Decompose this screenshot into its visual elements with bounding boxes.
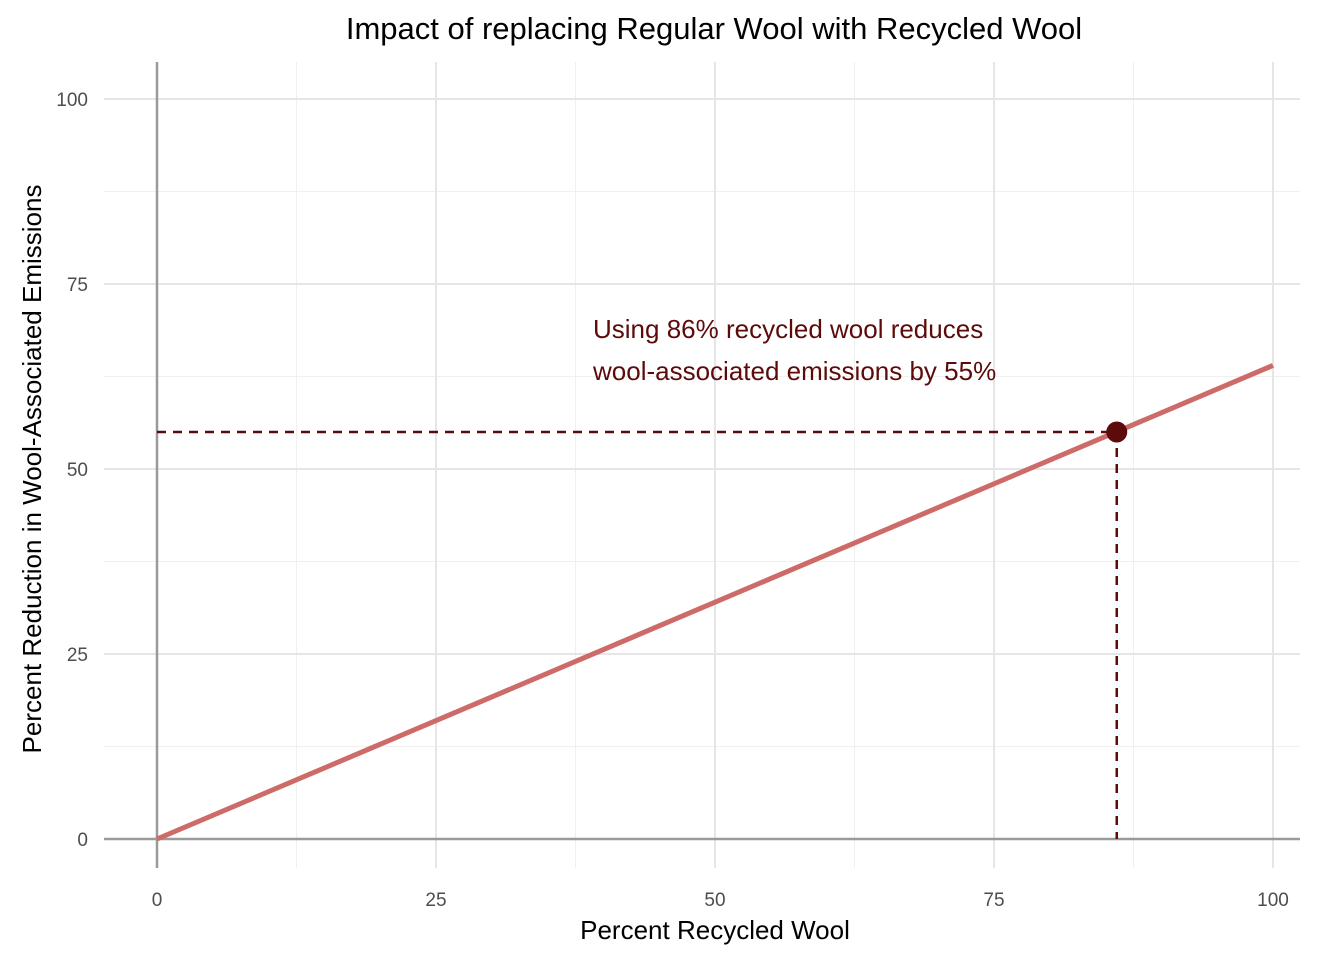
highlight-point [1106,421,1128,443]
x-tick-label: 100 [1257,890,1289,911]
x-tick-label: 50 [704,890,725,911]
y-axis-title: Percent Reduction in Wool-Associated Emi… [17,185,47,754]
y-tick-label: 50 [67,460,88,481]
y-tick-label: 0 [77,830,88,851]
annotation-line-1: Using 86% recycled wool reduces [593,314,983,344]
y-tick-label: 100 [56,90,88,111]
tick-labels: 0 25 50 75 100 0 25 50 75 100 [56,90,1289,911]
x-tick-label: 0 [152,890,163,911]
y-tick-label: 25 [67,645,88,666]
x-axis-title: Percent Recycled Wool [580,915,850,945]
axes [104,62,1300,868]
chart-title: Impact of replacing Regular Wool with Re… [346,11,1082,46]
series [156,363,1274,842]
annotation-line-2: wool-associated emissions by 55% [592,356,996,386]
series-line [156,363,1274,842]
grid [104,62,1300,868]
x-tick-label: 75 [983,890,1004,911]
x-tick-label: 25 [425,890,446,911]
guide-lines [157,430,1119,839]
y-tick-label: 75 [67,275,88,296]
